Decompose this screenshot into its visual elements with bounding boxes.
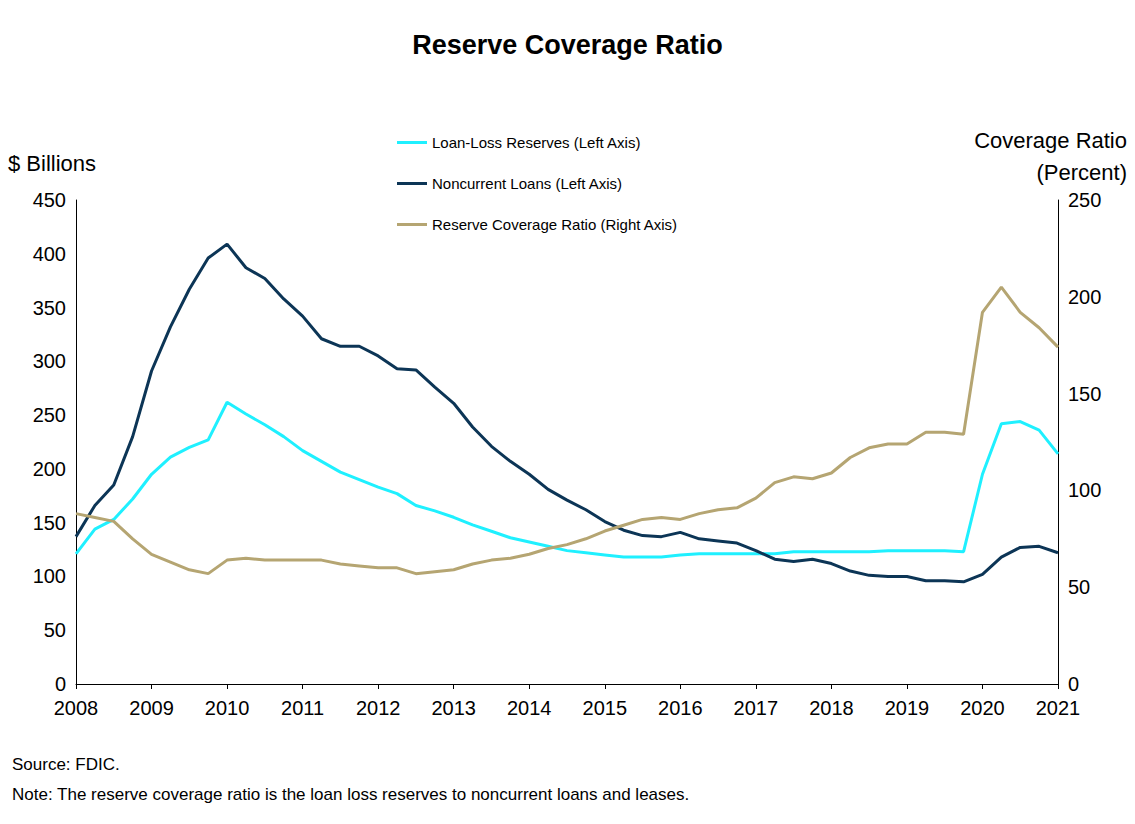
svg-text:Loan-Loss Reserves (Left Axis): Loan-Loss Reserves (Left Axis) (432, 134, 640, 151)
svg-text:250: 250 (33, 404, 66, 426)
svg-text:Coverage Ratio: Coverage Ratio (974, 128, 1127, 153)
svg-text:2008: 2008 (54, 697, 99, 719)
svg-text:150: 150 (1068, 383, 1101, 405)
svg-text:100: 100 (1068, 479, 1101, 501)
svg-text:2021: 2021 (1036, 697, 1081, 719)
svg-text:Source: FDIC.: Source: FDIC. (12, 755, 120, 774)
svg-text:2020: 2020 (960, 697, 1005, 719)
svg-text:2013: 2013 (431, 697, 476, 719)
svg-text:50: 50 (44, 619, 66, 641)
svg-text:200: 200 (1068, 286, 1101, 308)
svg-text:2012: 2012 (356, 697, 401, 719)
svg-text:2014: 2014 (507, 697, 552, 719)
svg-text:Reserve Coverage Ratio: Reserve Coverage Ratio (412, 30, 723, 60)
svg-text:2016: 2016 (658, 697, 703, 719)
svg-text:2011: 2011 (281, 697, 324, 719)
svg-text:200: 200 (33, 458, 66, 480)
svg-text:400: 400 (33, 243, 66, 265)
svg-text:50: 50 (1068, 576, 1090, 598)
svg-text:2010: 2010 (205, 697, 250, 719)
svg-text:100: 100 (33, 565, 66, 587)
svg-text:2018: 2018 (809, 697, 854, 719)
svg-text:Noncurrent Loans (Left Axis): Noncurrent Loans (Left Axis) (432, 175, 622, 192)
svg-text:2009: 2009 (129, 697, 174, 719)
svg-text:(Percent): (Percent) (1037, 160, 1127, 185)
svg-text:$ Billions: $ Billions (8, 151, 96, 176)
svg-text:250: 250 (1068, 189, 1101, 211)
svg-text:2017: 2017 (734, 697, 779, 719)
svg-text:2019: 2019 (885, 697, 930, 719)
svg-text:150: 150 (33, 512, 66, 534)
svg-text:Reserve Coverage Ratio (Right: Reserve Coverage Ratio (Right Axis) (432, 216, 677, 233)
svg-text:350: 350 (33, 297, 66, 319)
svg-text:0: 0 (1068, 673, 1079, 695)
svg-text:0: 0 (55, 673, 66, 695)
svg-text:300: 300 (33, 350, 66, 372)
svg-text:450: 450 (33, 189, 66, 211)
svg-text:Note: The reserve coverage rat: Note: The reserve coverage ratio is the … (12, 785, 689, 804)
svg-text:2015: 2015 (583, 697, 628, 719)
